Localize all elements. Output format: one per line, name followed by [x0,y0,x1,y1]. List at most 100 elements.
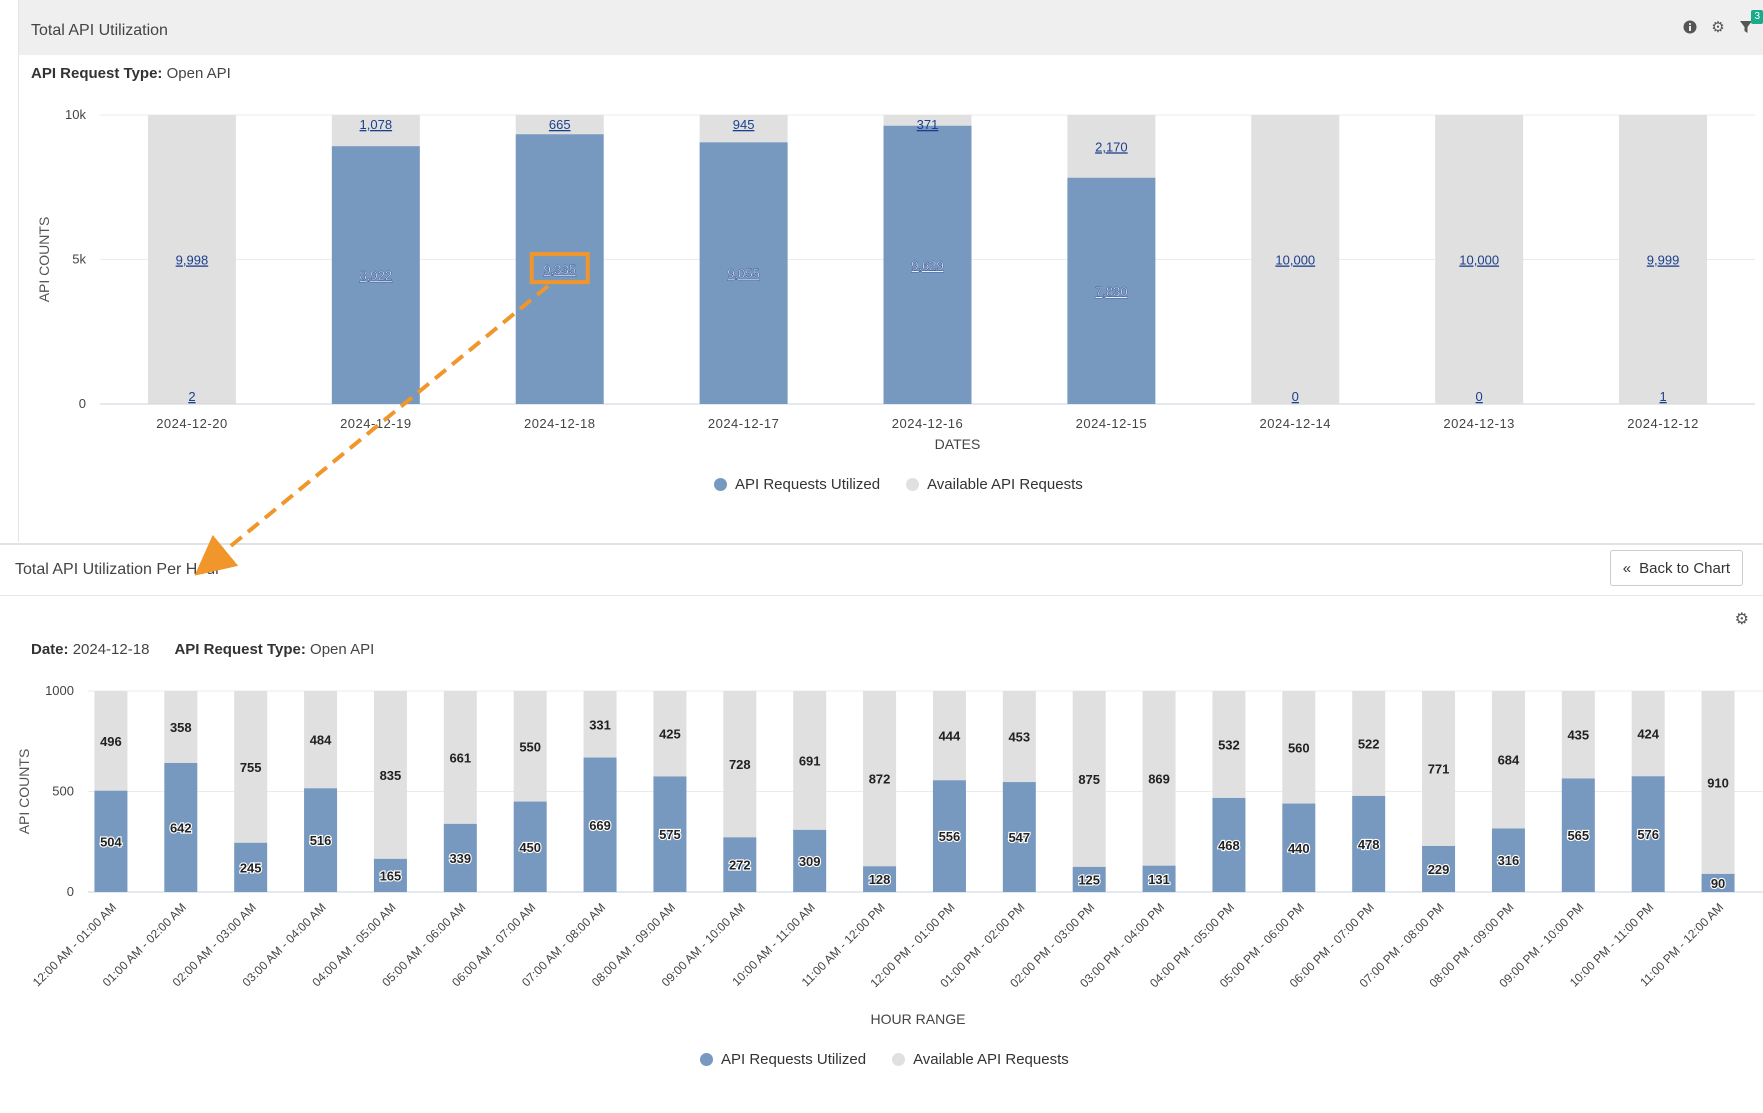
x-axis-label: DATES [935,436,981,452]
data-label-utilized: 245 [240,860,262,875]
bar-utilized [583,757,617,892]
data-label-utilized: 468 [1218,838,1240,853]
x-tick-label: 2024-12-15 [1076,416,1148,431]
bar-utilized [1282,803,1316,892]
data-label-utilized: 9,055 [727,266,760,281]
data-label-available: 910 [1707,775,1729,790]
y-axis-label: API COUNTS [36,217,52,303]
bar-available [1619,115,1708,404]
bar-utilized [1491,828,1525,892]
bar-available [1631,691,1665,777]
data-label-utilized: 272 [729,858,751,873]
bar-utilized [1067,177,1156,404]
data-label-available: 875 [1078,772,1100,787]
panel-toolbar: ⚙ 3 [1681,10,1763,36]
date-label: Date: [31,641,69,658]
bar-available [1251,115,1340,404]
x-tick-label: 2024-12-13 [1443,416,1515,431]
bar-available [515,115,604,135]
data-label-available: 424 [1637,727,1659,742]
data-label-available: 560 [1288,740,1310,755]
bar-utilized [164,762,198,892]
bar-utilized [653,776,687,892]
bar-available [653,691,687,777]
data-label-available: 425 [659,727,681,742]
bar-available [1002,691,1036,783]
bar-available [793,691,827,830]
bar-utilized [1561,778,1595,892]
legend-item-available[interactable]: Available API Requests [892,1051,1069,1068]
data-label-available: 728 [729,757,751,772]
legend-dot-available [892,1053,906,1066]
data-label-utilized: 669 [589,818,611,833]
data-label-utilized: 556 [939,829,961,844]
data-label-available: 453 [1008,730,1030,745]
legend-dot-utilized [714,478,727,491]
x-axis-label: HOUR RANGE [871,1011,966,1027]
legend-dot-utilized [700,1053,713,1066]
bar-available [331,115,420,147]
data-label-available: 684 [1498,753,1520,768]
filter-count-badge: 3 [1751,10,1763,24]
x-tick-label: 2024-12-19 [340,416,412,431]
data-label-available: 869 [1148,771,1170,786]
data-label-utilized: 128 [869,872,891,887]
data-label-utilized: 131 [1148,872,1170,887]
y-tick-label: 1000 [45,683,74,698]
bar-available [1491,691,1525,829]
data-label-utilized: 9,335 [543,262,576,277]
data-label-available: 496 [100,734,122,749]
data-label-utilized: 575 [659,827,681,842]
bar-available [1701,691,1735,874]
data-label-available: 484 [310,733,332,748]
bar-available [932,691,966,781]
data-label-utilized: 339 [449,851,471,866]
data-label-available: 331 [589,717,611,732]
data-label-utilized: 440 [1288,841,1310,856]
chart2-legend: API Requests Utilized Available API Requ… [700,1051,1069,1068]
data-label-available: 444 [939,729,961,744]
bar-utilized [1631,776,1665,892]
bar-available [1072,691,1106,867]
request-type-label: API Request Type: [31,65,163,82]
bar-available [1212,691,1246,798]
data-label-available: 771 [1428,761,1450,776]
info-icon[interactable] [1681,18,1699,36]
x-tick-label: 2024-12-12 [1627,416,1699,431]
data-label-available: 522 [1358,736,1380,751]
request-type-line: API Request Type: Open API [31,65,231,82]
data-label-available: 9,999 [1647,252,1680,267]
data-label-available: 691 [799,753,821,768]
gear-icon[interactable]: ⚙ [1711,19,1725,36]
back-to-chart-label: Back to Chart [1639,559,1730,577]
data-label-available: 10,000 [1275,253,1315,268]
data-label-available: 835 [380,768,402,783]
data-label-available: 532 [1218,737,1240,752]
data-label-utilized: 0 [1476,389,1483,404]
bar-available [699,115,788,143]
y-tick-label: 5k [72,252,86,267]
filter-icon[interactable]: 3 [1737,10,1763,36]
legend-label: API Requests Utilized [735,476,881,493]
bar-utilized [94,790,128,892]
bar-available [1282,691,1316,804]
data-label-available: 665 [549,117,571,132]
bar-utilized [1002,782,1036,892]
data-label-available: 371 [917,117,939,132]
data-label-utilized: 450 [519,840,541,855]
gear-icon[interactable]: ⚙ [1734,611,1749,628]
back-to-chart-button[interactable]: « Back to Chart [1609,550,1743,586]
bar-available [304,691,338,789]
y-tick-label: 10k [65,107,86,122]
legend-item-utilized[interactable]: API Requests Utilized [714,476,880,493]
legend-label: Available API Requests [927,476,1083,493]
bar-available [373,691,407,859]
legend-item-utilized[interactable]: API Requests Utilized [700,1051,866,1068]
hourly-panel-header: Total API Utilization Per Hour « Back to… [0,545,1763,596]
bar-available [863,691,897,867]
data-label-utilized: 9,629 [911,258,944,273]
data-label-utilized: 229 [1428,862,1450,877]
data-label-utilized: 642 [170,820,192,835]
legend-item-available[interactable]: Available API Requests [906,476,1083,493]
data-label-available: 358 [170,720,192,735]
